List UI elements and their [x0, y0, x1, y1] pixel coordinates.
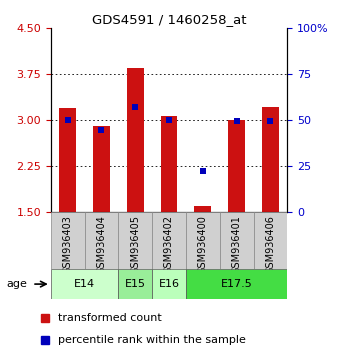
Bar — [51, 212, 84, 269]
Text: GSM936406: GSM936406 — [265, 215, 275, 274]
Bar — [51, 269, 118, 299]
Text: GSM936401: GSM936401 — [232, 215, 242, 274]
Text: percentile rank within the sample: percentile rank within the sample — [58, 335, 246, 345]
Text: transformed count: transformed count — [58, 313, 162, 323]
Bar — [262, 107, 279, 212]
Bar — [186, 269, 287, 299]
Bar — [127, 68, 144, 212]
Text: E14: E14 — [74, 279, 95, 289]
Bar — [194, 206, 211, 212]
Bar — [254, 212, 287, 269]
Text: E15: E15 — [125, 279, 146, 289]
Bar — [152, 269, 186, 299]
Bar — [186, 212, 220, 269]
Text: E16: E16 — [159, 279, 179, 289]
Bar — [228, 120, 245, 212]
Bar — [161, 116, 177, 212]
Bar — [93, 126, 110, 212]
Text: GSM936405: GSM936405 — [130, 215, 140, 274]
Text: GSM936400: GSM936400 — [198, 215, 208, 274]
Bar — [118, 269, 152, 299]
Bar — [220, 212, 254, 269]
Bar — [59, 108, 76, 212]
Text: GSM936404: GSM936404 — [96, 215, 106, 274]
Text: E17.5: E17.5 — [221, 279, 252, 289]
Bar — [84, 212, 118, 269]
Bar — [118, 212, 152, 269]
Bar — [152, 212, 186, 269]
Text: GSM936402: GSM936402 — [164, 215, 174, 274]
Text: GSM936403: GSM936403 — [63, 215, 73, 274]
Title: GDS4591 / 1460258_at: GDS4591 / 1460258_at — [92, 13, 246, 26]
Text: age: age — [7, 279, 28, 289]
